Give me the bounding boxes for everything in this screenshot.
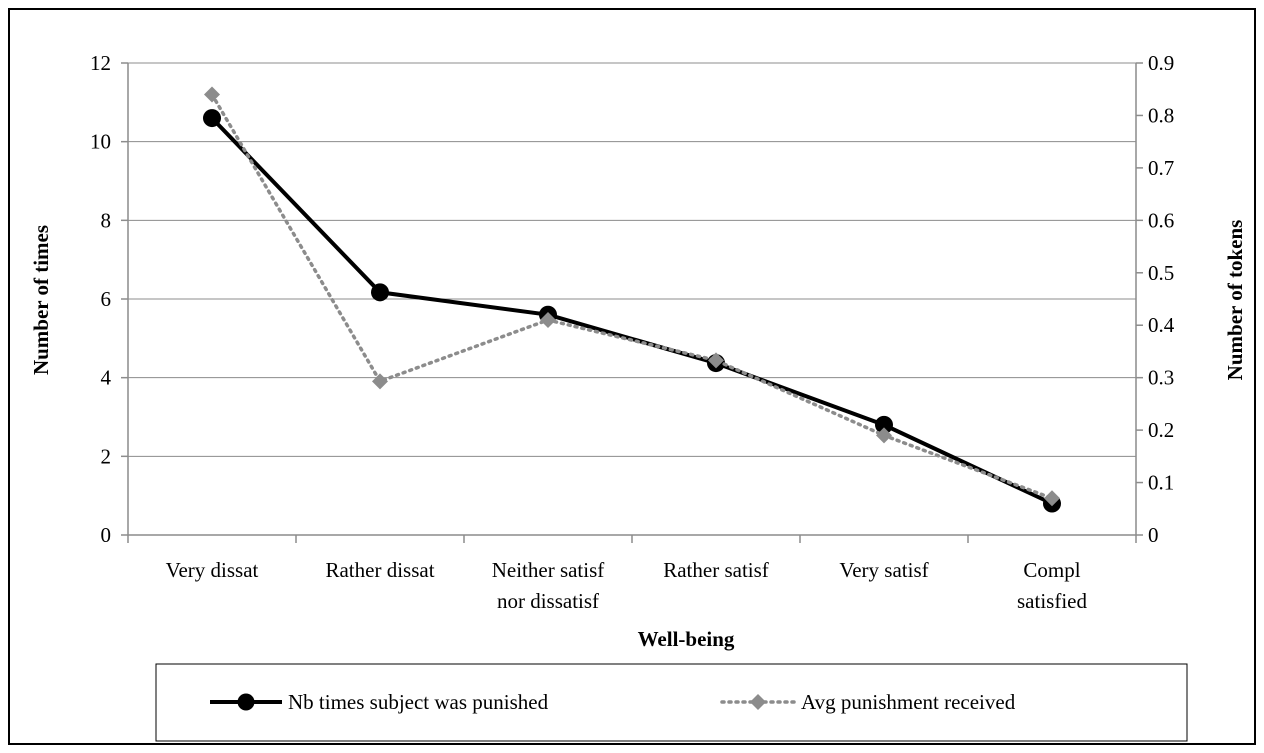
legend-box	[155, 663, 1188, 742]
left-y-tick-label: 6	[101, 287, 112, 311]
x-category-label-line: satisfied	[1017, 589, 1087, 613]
data-point	[540, 311, 556, 328]
chart-frame	[8, 8, 1256, 745]
legend-swatch-circle-marker	[237, 693, 255, 711]
series-layer	[203, 86, 1061, 513]
legend-item-series-1: Nb times subject was punished	[210, 690, 549, 714]
x-category-label: Very satisf	[839, 558, 928, 582]
right-y-tick-label: 0.2	[1148, 418, 1174, 442]
series-line	[210, 92, 1054, 501]
x-category-label-line: Neither satisf	[492, 558, 605, 582]
right-y-tick-label: 0.8	[1148, 103, 1174, 127]
x-category-label-line: Rather dissat	[325, 558, 434, 582]
data-point	[1044, 490, 1060, 507]
x-category-label: Rather dissat	[325, 558, 434, 582]
legend-item-series-2: Avg punishment received	[720, 690, 1016, 714]
legend-swatch-diamond-marker	[750, 694, 766, 710]
left-y-tick-label: 2	[101, 444, 112, 468]
legend-label-series-2: Avg punishment received	[801, 690, 1016, 714]
right-y-tick-labels: 0 0.1 0.2 0.3 0.4 0.5 0.6 0.7 0.8 0.9	[1148, 51, 1175, 547]
data-point	[372, 373, 388, 390]
x-category-label-line: Very dissat	[166, 558, 259, 582]
x-category-label: Very dissat	[166, 558, 259, 582]
series-2	[204, 86, 1060, 507]
x-category-label-line: Rather satisf	[663, 558, 769, 582]
left-y-tick-label: 8	[101, 208, 112, 232]
data-point	[204, 86, 220, 103]
right-y-tick-label: 0.6	[1148, 208, 1174, 232]
data-point	[371, 283, 389, 302]
x-category-label-line: Very satisf	[839, 558, 928, 582]
left-y-tick-labels: 0 2 4 6 8 10 12	[90, 51, 112, 547]
left-y-tick-label: 0	[101, 523, 112, 547]
right-y-tick-label: 0.5	[1148, 261, 1174, 285]
data-point	[708, 352, 724, 369]
y2-axis-title: Number of tokens	[1223, 220, 1247, 381]
right-y-tick-label: 0.9	[1148, 51, 1174, 75]
right-y-tick-label: 0	[1148, 523, 1159, 547]
series-line	[210, 116, 1053, 506]
data-point	[875, 415, 893, 434]
right-y-tick-label: 0.4	[1148, 313, 1175, 337]
x-category-label-line: nor dissatisf	[497, 589, 599, 613]
x-category-labels: Very dissat Rather dissat Neither satisf no…	[166, 558, 1088, 613]
left-y-tick-label: 12	[90, 51, 111, 75]
right-y-tick-label: 0.7	[1148, 156, 1174, 180]
x-category-label: Compl satisfied	[1017, 558, 1087, 613]
x-category-label: Neither satisf nor dissatisf	[492, 558, 605, 613]
data-point	[203, 109, 221, 128]
x-category-label: Rather satisf	[663, 558, 769, 582]
y-axis-title: Number of times	[29, 225, 53, 375]
x-category-label-line: Compl	[1023, 558, 1080, 582]
data-point	[876, 427, 892, 444]
legend-label-series-1: Nb times subject was punished	[288, 690, 549, 714]
axes	[121, 62, 1143, 543]
left-y-tick-label: 10	[90, 130, 111, 154]
gridlines	[128, 62, 1136, 457]
right-y-tick-label: 0.3	[1148, 366, 1174, 390]
right-y-tick-label: 0.1	[1148, 471, 1174, 495]
x-axis-title: Well-being	[638, 627, 735, 651]
legend: Nb times subject was punished Avg punish…	[155, 663, 1188, 742]
left-y-tick-label: 4	[101, 366, 112, 390]
